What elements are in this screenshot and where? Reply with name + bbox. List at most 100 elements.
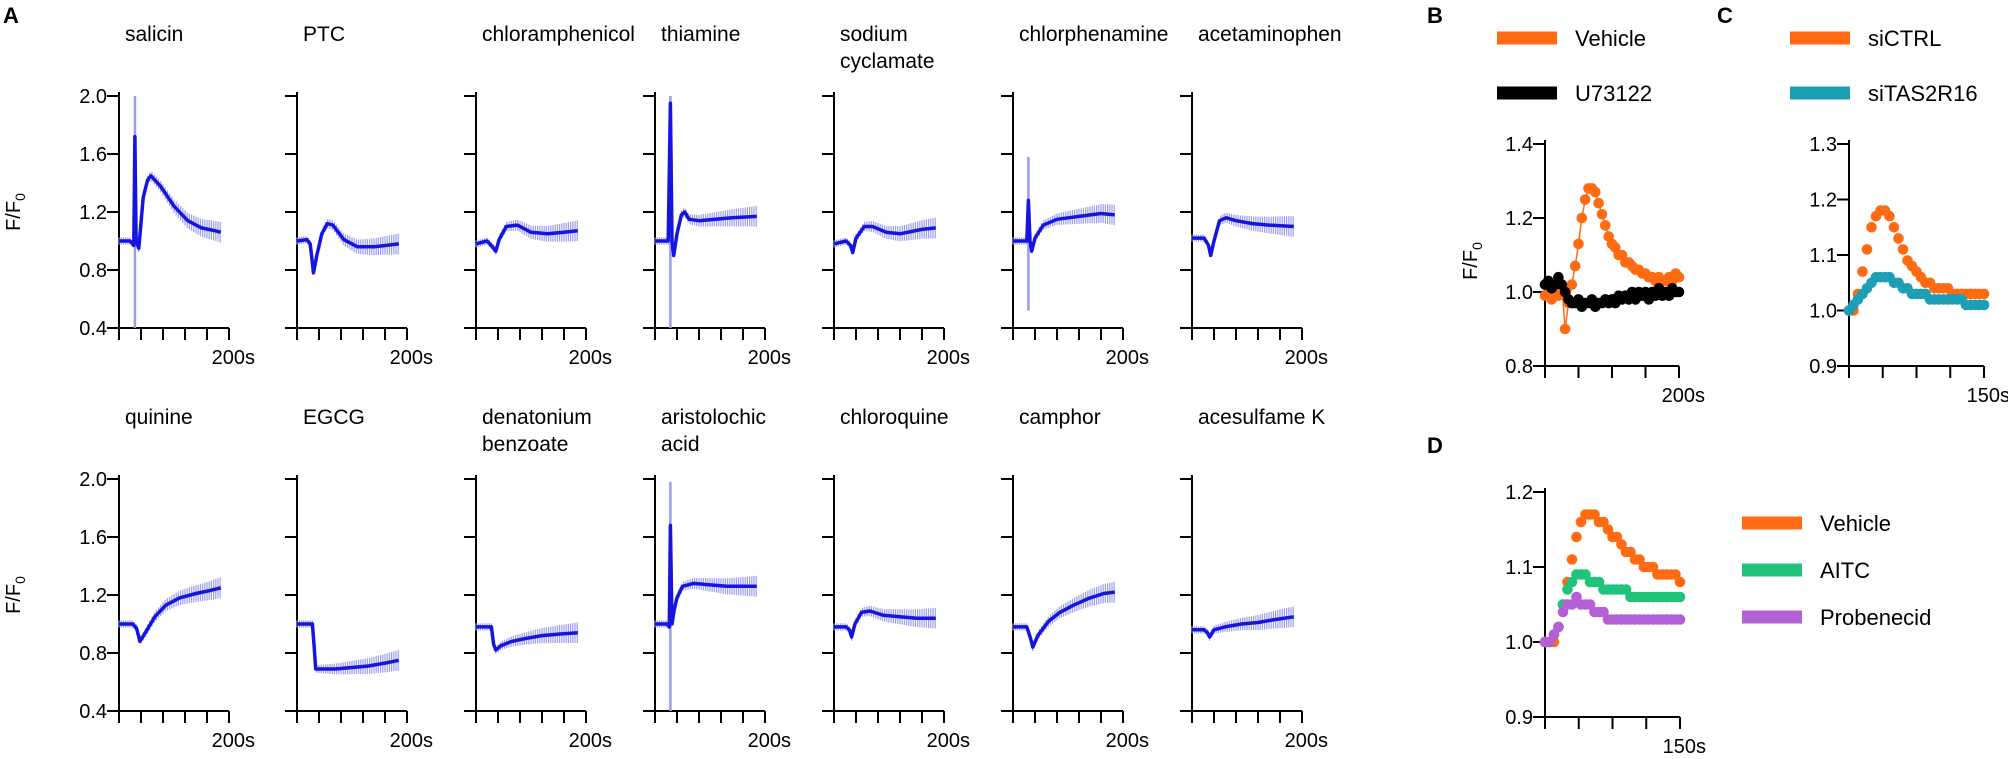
y-tick-label: 1.2 — [1505, 482, 1533, 504]
x-axis-label: 200s — [748, 730, 791, 752]
panel-letter-c: C — [1717, 3, 1733, 28]
x-axis-label: 200s — [390, 730, 433, 752]
subplot-ptc: 200s PTC — [285, 23, 433, 369]
subplot-title: quinine — [125, 406, 193, 429]
x-axis-label: 200s — [748, 347, 791, 369]
data-point — [1673, 271, 1685, 283]
panel-b: B Vehicle U73122 0.8 1.0 1.2 1.4 200s F/F0 — [1427, 3, 1705, 407]
error-band — [833, 605, 936, 641]
x-axis-label: 200s — [1285, 347, 1328, 369]
x-axis-label: 150s — [1967, 385, 2008, 407]
y-tick-label: 0.9 — [1505, 707, 1533, 729]
subplot-acesulfame-k: 200s acesulfame K — [1180, 406, 1328, 752]
subplot-title: aristolochic acid — [661, 406, 766, 456]
data-point — [1576, 212, 1588, 224]
y-tick-label: 0.4 — [79, 318, 107, 340]
x-axis-label: 200s — [569, 730, 612, 752]
data-point — [1553, 621, 1564, 633]
x-axis-label: 200s — [1106, 347, 1149, 369]
subplot-thiamine: 200s thiamine — [643, 23, 791, 369]
data-point — [1866, 222, 1877, 233]
legend-label: siTAS2R16 — [1868, 81, 1978, 106]
trace-line-denatonium-benzoate — [476, 625, 578, 652]
data-point — [1884, 210, 1895, 222]
data-point — [1674, 614, 1686, 625]
trace-line-chloramphenicol — [475, 223, 578, 253]
x-axis-label: 200s — [212, 347, 255, 369]
y-tick-label: 1.6 — [79, 144, 107, 166]
data-point — [1978, 288, 1990, 300]
subplot-chloramphenicol: 200s chloramphenicol — [464, 23, 635, 369]
panel-a: A 0.40.81.21.62.0200sF/F0salicin200sPTC2… — [3, 3, 1342, 752]
y-tick-label: 1.3 — [1809, 134, 1837, 156]
x-axis-label: 200s — [927, 347, 970, 369]
x-axis-label: 200s — [1662, 385, 1705, 407]
y-tick-label: 1.0 — [1505, 632, 1533, 654]
y-tick-label: 1.0 — [1809, 301, 1837, 323]
subplot-camphor: 200s camphor — [1001, 406, 1149, 752]
data-point — [1590, 186, 1601, 198]
error-band — [1012, 581, 1115, 652]
data-point — [1569, 260, 1581, 272]
subplot-egcg: 200s EGCG — [285, 406, 433, 752]
y-axis-label: F/F0 — [1460, 242, 1485, 280]
trace-line-acetaminophen — [1192, 216, 1294, 258]
y-tick-label: 1.0 — [1505, 282, 1533, 304]
data-point — [1566, 554, 1578, 565]
series-sictrl — [1843, 205, 1990, 316]
trace-line-chloroquine — [834, 609, 936, 639]
panel-letter-b: B — [1427, 3, 1443, 28]
data-point — [1857, 266, 1868, 277]
trace-line-salicin — [119, 134, 222, 251]
subplot-chloroquine: 200s chloroquine — [822, 406, 970, 752]
y-tick-label: 0.8 — [79, 643, 107, 665]
trace-line-aristolochic-acid — [655, 523, 757, 629]
error-band — [118, 577, 221, 644]
subplot-title: acesulfame K — [1198, 406, 1325, 429]
subplot-acetaminophen: 200s acetaminophen — [1180, 23, 1342, 369]
y-tick-label: 2.0 — [79, 469, 107, 491]
data-point — [1600, 220, 1611, 231]
y-tick-label: 1.4 — [1505, 134, 1533, 156]
subplot-title: EGCG — [303, 406, 365, 429]
error-band — [1191, 213, 1294, 255]
y-tick-label: 1.6 — [79, 527, 107, 549]
data-point — [1674, 576, 1686, 588]
y-tick-label: 1.2 — [79, 585, 107, 607]
legend-label: Vehicle — [1820, 511, 1891, 536]
x-axis-label: 200s — [927, 730, 970, 752]
subplot-title: chlorphenamine — [1019, 23, 1168, 46]
legend-label: U73122 — [1575, 81, 1652, 106]
y-tick-label: 0.9 — [1809, 356, 1837, 378]
y-tick-label: 1.2 — [79, 202, 107, 224]
y-axis-label: F/F0 — [3, 576, 28, 614]
legend-label: siCTRL — [1868, 26, 1941, 51]
series-aitc — [1539, 569, 1686, 648]
y-axis-label: F/F0 — [3, 193, 28, 231]
x-axis-label: 200s — [569, 347, 612, 369]
data-point — [1893, 233, 1904, 244]
legend-label: Vehicle — [1575, 26, 1646, 51]
series-line — [1544, 187, 1680, 330]
subplot-title: salicin — [125, 23, 183, 46]
error-band — [475, 219, 578, 256]
data-point — [1674, 591, 1686, 603]
subplot-title: sodium cyclamate — [840, 23, 935, 73]
subplot-sodium-cyclamate: 200s sodium cyclamate — [822, 23, 970, 369]
subplot-denatonium-benzoate: 200s denatonium benzoate — [464, 406, 612, 752]
data-point — [1593, 197, 1604, 209]
subplot-chlorphenamine: 200s chlorphenamine — [1001, 23, 1168, 369]
y-tick-label: 0.4 — [79, 701, 107, 723]
y-tick-label: 0.8 — [79, 260, 107, 282]
subplot-title: denatonium benzoate — [482, 406, 592, 456]
data-point — [1573, 238, 1584, 250]
series-u73122 — [1539, 271, 1685, 313]
trace-line-acesulfame-k — [1192, 615, 1295, 639]
x-axis-label: 200s — [212, 730, 255, 752]
data-point — [1559, 323, 1571, 335]
y-tick-label: 1.1 — [1505, 557, 1533, 579]
panel-c: C siCTRL siTAS2R16 0.9 1.0 1.1 1.2 1.3 150s — [1717, 3, 2008, 407]
trace-line-chlorphenamine — [1013, 198, 1115, 253]
y-tick-label: 1.2 — [1809, 190, 1837, 212]
subplot-title: PTC — [303, 23, 345, 46]
